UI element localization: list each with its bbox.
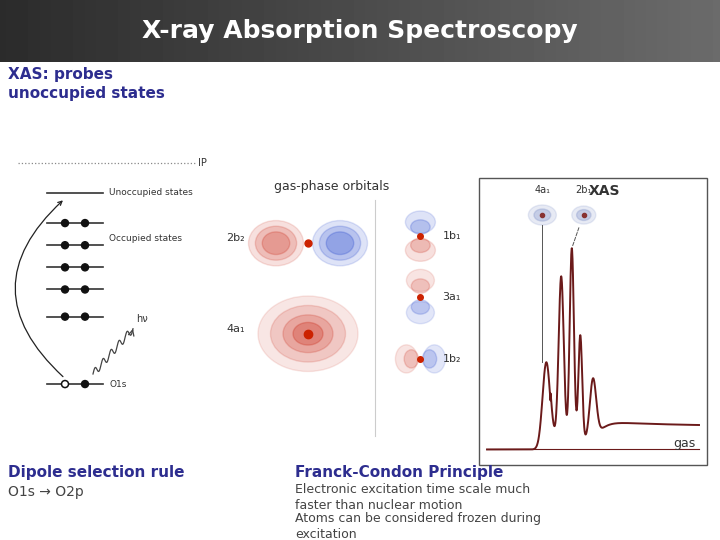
Text: O1s → O2p: O1s → O2p — [8, 485, 84, 498]
Text: Occupied states: Occupied states — [109, 234, 182, 243]
Ellipse shape — [411, 279, 430, 293]
FancyBboxPatch shape — [479, 178, 707, 464]
Text: 4a₁: 4a₁ — [226, 323, 245, 334]
Ellipse shape — [405, 211, 436, 233]
Ellipse shape — [528, 205, 557, 225]
Ellipse shape — [271, 306, 346, 362]
Text: 3a₁: 3a₁ — [442, 292, 461, 301]
Ellipse shape — [395, 345, 418, 373]
Ellipse shape — [577, 210, 591, 220]
Circle shape — [81, 313, 89, 320]
Ellipse shape — [283, 315, 333, 353]
Ellipse shape — [320, 226, 361, 260]
Text: XAS: XAS — [589, 184, 620, 198]
Circle shape — [81, 286, 89, 293]
Circle shape — [81, 220, 89, 227]
Text: gas-phase orbitals: gas-phase orbitals — [274, 180, 390, 193]
Circle shape — [81, 264, 89, 271]
Circle shape — [61, 381, 68, 388]
Text: X-ray Absorption Spectroscopy: X-ray Absorption Spectroscopy — [142, 19, 578, 43]
Ellipse shape — [293, 322, 323, 345]
Ellipse shape — [572, 206, 596, 224]
Ellipse shape — [405, 239, 436, 261]
Ellipse shape — [410, 238, 430, 253]
Circle shape — [81, 381, 89, 388]
Ellipse shape — [423, 345, 446, 373]
Ellipse shape — [410, 220, 430, 234]
Circle shape — [61, 264, 68, 271]
Circle shape — [61, 242, 68, 249]
Text: 1b₂: 1b₂ — [442, 354, 461, 364]
Circle shape — [61, 286, 68, 293]
Ellipse shape — [411, 300, 430, 314]
Text: Atoms can be considered frozen during
excitation: Atoms can be considered frozen during ex… — [295, 512, 541, 540]
Ellipse shape — [534, 209, 551, 221]
Circle shape — [61, 313, 68, 320]
Text: IP: IP — [198, 158, 207, 168]
Ellipse shape — [406, 269, 434, 292]
Text: Franck-Condon Principle: Franck-Condon Principle — [295, 464, 503, 480]
Text: Dipole selection rule: Dipole selection rule — [8, 464, 184, 480]
Ellipse shape — [404, 350, 418, 368]
Circle shape — [61, 220, 68, 227]
Text: gas: gas — [672, 437, 695, 450]
Text: 2b₁: 2b₁ — [575, 185, 592, 195]
Text: 4a₁: 4a₁ — [534, 185, 550, 195]
Ellipse shape — [326, 232, 354, 254]
Text: XAS: probes
unoccupied states: XAS: probes unoccupied states — [8, 67, 165, 101]
Ellipse shape — [312, 220, 367, 266]
Text: Electronic excitation time scale much
faster than nuclear motion: Electronic excitation time scale much fa… — [295, 483, 530, 512]
Text: Unoccupied states: Unoccupied states — [109, 188, 193, 198]
Text: 2b₂: 2b₂ — [226, 233, 245, 243]
Text: hν: hν — [136, 314, 148, 323]
Ellipse shape — [248, 220, 304, 266]
FancyArrowPatch shape — [15, 201, 63, 376]
Ellipse shape — [256, 226, 297, 260]
Ellipse shape — [262, 232, 289, 254]
Text: 1b₁: 1b₁ — [442, 231, 461, 241]
Ellipse shape — [423, 350, 436, 368]
Text: O1s: O1s — [109, 380, 127, 389]
Ellipse shape — [258, 296, 358, 372]
Ellipse shape — [406, 301, 434, 323]
Circle shape — [81, 242, 89, 249]
